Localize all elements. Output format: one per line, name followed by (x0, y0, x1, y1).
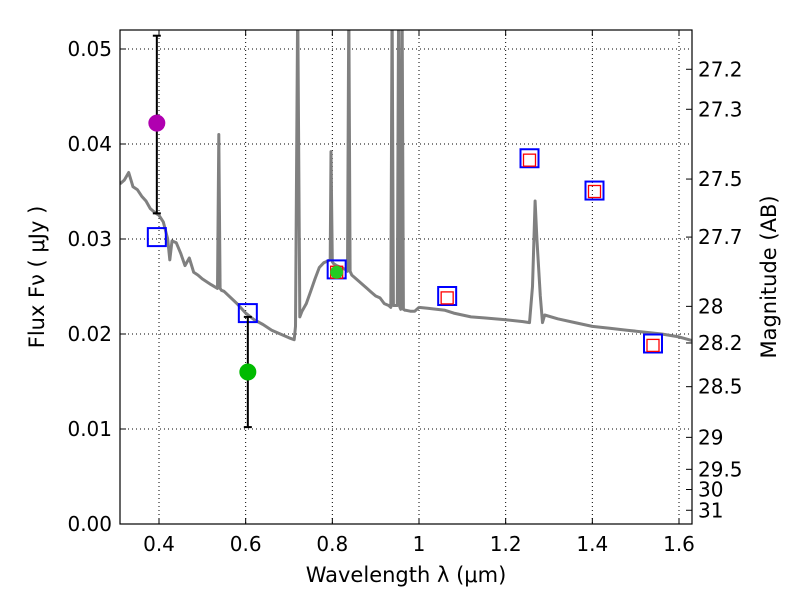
x-tick-label: 0.8 (316, 532, 348, 556)
y-tick-label: 0.02 (67, 322, 112, 346)
x-tick-label: 1.6 (663, 532, 695, 556)
mag-tick-label: 29 (698, 425, 723, 449)
plot-frame (119, 29, 693, 525)
observed-square-marker (437, 286, 458, 306)
y-tick-label: 0.01 (67, 417, 112, 441)
detection-marker (330, 265, 344, 279)
y-axis-title: Flux Fν ( μJy ) (25, 206, 49, 349)
mag-tick-label: 28.5 (698, 375, 743, 399)
mag-tick-label: 27.5 (698, 167, 743, 191)
y-tick-label: 0.04 (67, 132, 112, 156)
observed-square-marker (643, 333, 663, 354)
observed-square-marker (519, 148, 540, 169)
mag-tick-label: 27.7 (698, 225, 743, 249)
spectrum-line (120, 30, 692, 343)
mag-tick-label: 27.2 (698, 57, 743, 81)
detection-marker (239, 363, 257, 381)
x-axis-title: Wavelength λ (μm) (306, 563, 507, 587)
x-tick-label: 1.2 (490, 532, 522, 556)
x-tick-label: 1 (413, 532, 426, 556)
mag-tick-label: 30 (698, 478, 723, 502)
x-tick-label: 0.6 (230, 532, 262, 556)
mag-tick-label: 28.2 (698, 331, 743, 355)
x-tick-label: 1.4 (576, 532, 608, 556)
x-tick-label: 0.4 (143, 532, 175, 556)
model-square-marker (587, 184, 602, 199)
model-square-marker (522, 153, 537, 167)
y-tick-label: 0.05 (67, 37, 112, 61)
mag-tick-label: 31 (698, 498, 723, 522)
mag-tick-label: 29.5 (698, 457, 743, 481)
tick-layer: 0.4 0.6 0.8 1 1.2 1.4 1.6 0.00 0.01 0.02 0.03 0.04 0… (67, 30, 743, 556)
mag-tick-label: 27.3 (698, 97, 743, 121)
y-tick-label: 0.03 (67, 227, 112, 251)
model-square-marker (440, 291, 454, 305)
y-tick-label: 0.00 (67, 512, 112, 536)
detection-marker (148, 114, 166, 132)
series-layer (120, 30, 692, 429)
right-axis-title: Magnitude (AB) (757, 195, 781, 358)
observed-square-marker (584, 180, 605, 201)
model-square-marker (646, 338, 660, 353)
grid-layer (120, 30, 692, 524)
observed-square-marker (146, 227, 167, 248)
mag-tick-label: 28 (698, 294, 723, 318)
